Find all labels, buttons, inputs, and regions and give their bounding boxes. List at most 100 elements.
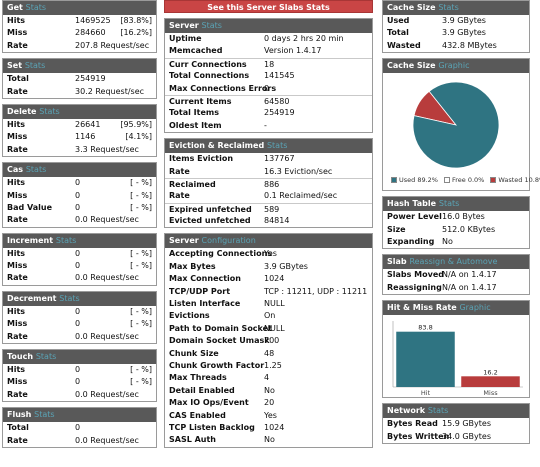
middle-column: See this Server Slabs Stats Server Stats… xyxy=(164,0,373,453)
stat-percent: [ - %] xyxy=(130,248,152,258)
stat-value: 0 xyxy=(75,202,81,212)
stat-value: 141545 xyxy=(264,71,295,81)
stat-row-chunk-growth-factor: Chunk Growth Factor 1.25 xyxy=(165,360,372,372)
pie-legend: Used 89.2% Free 0.0% Wasted 10.8% xyxy=(391,176,540,184)
network-stats-panel: Network Stats Bytes Read 15.9 GBytes Bytes … xyxy=(382,403,530,444)
stat-value: 886 xyxy=(264,179,280,189)
stat-row-total: Total 0 xyxy=(3,422,156,434)
stat-label: Reassigning xyxy=(387,282,442,292)
stat-value: 16.3 Eviction/sec xyxy=(264,166,333,176)
stat-label: TCP Listen Backlog xyxy=(169,422,255,432)
stat-label: Path to Domain Socket xyxy=(169,323,272,333)
panel-title: Slab xyxy=(387,257,407,267)
panel-subtitle: Stats xyxy=(55,235,77,245)
stat-label: Rate xyxy=(7,331,28,341)
stat-label: Accepting Connections xyxy=(169,249,273,259)
stat-row-cas-enabled: CAS Enabled Yes xyxy=(165,410,372,422)
slabs-stats-button[interactable]: See this Server Slabs Stats xyxy=(164,0,373,13)
stat-value: 3.9 GBytes xyxy=(264,261,308,271)
panel-header: Network Stats xyxy=(383,404,529,419)
bar-category-label: Hit xyxy=(421,389,431,397)
stat-value: 4 xyxy=(264,373,270,383)
stat-value: 0 xyxy=(75,178,81,188)
stat-row-chunk-size: Chunk Size 48 xyxy=(165,348,372,360)
stat-value: 0.0 Request/sec xyxy=(75,215,139,225)
hash-table-stats-panel: Hash Table Stats Power Level 16.0 Bytes Siz… xyxy=(382,196,530,250)
stat-label: Rate xyxy=(7,435,28,445)
legend-label: Wasted 10.8% xyxy=(498,176,540,185)
stat-value: 0 xyxy=(75,423,81,433)
stat-label: Domain Socket Umask xyxy=(169,336,270,346)
bar-value-label: 83.8 xyxy=(418,324,432,332)
panel-title: Get xyxy=(7,3,23,12)
stat-label: Max Threads xyxy=(169,373,227,383)
stat-value: NULL xyxy=(264,299,285,309)
stat-label: Total xyxy=(7,74,29,84)
stat-value: Version 1.4.17 xyxy=(264,46,322,56)
stat-value: 3.9 GBytes xyxy=(442,28,486,38)
stat-row-items-eviction: Items Eviction 137767 xyxy=(165,153,372,165)
stat-label: Total Connections xyxy=(169,71,250,81)
bar-hit xyxy=(396,331,455,388)
stat-row-rate: Rate 30.2 Request/sec xyxy=(3,86,156,98)
stat-value: 207.8 Request/sec xyxy=(75,40,150,50)
stat-label: Rate xyxy=(7,40,28,50)
stat-row-current-items: Current Items 64580 xyxy=(165,94,372,107)
stat-value: 0 xyxy=(75,261,81,271)
stat-label: Miss xyxy=(7,28,28,38)
stat-label: Wasted xyxy=(387,40,421,50)
panel-header: Get Stats xyxy=(3,1,156,15)
panel-title: Server xyxy=(169,236,199,246)
stat-percent: [4.1%] xyxy=(125,132,152,142)
panel-header: Server Stats xyxy=(165,19,372,33)
bar-miss xyxy=(461,376,520,388)
stat-label: Hits xyxy=(7,119,26,129)
stat-row-memcached: Memcached Version 1.4.17 xyxy=(165,45,372,57)
stat-row-hits: Hits 0 [ - %] xyxy=(3,306,156,318)
stat-row-tcp-udp-port: TCP/UDP Port TCP : 11211, UDP : 11211 xyxy=(165,286,372,298)
panel-header: Decrement Stats xyxy=(3,291,156,306)
panel-title: Touch xyxy=(7,352,34,362)
stat-label: Expired unfetched xyxy=(169,204,252,214)
panel-title: Increment xyxy=(7,235,54,245)
stat-label: Miss xyxy=(7,132,28,142)
stat-label: Curr Connections xyxy=(169,59,247,69)
cache-pie-chart: Used 89.2% Free 0.0% Wasted 10.8% xyxy=(383,73,540,191)
stat-value: 34.0 GBytes xyxy=(442,431,492,441)
stat-row-total-items: Total Items 254919 xyxy=(165,107,372,119)
stat-label: Bytes Read xyxy=(387,419,438,429)
stat-row-slabs-moved: Slabs Moved N/A on 1.4.17 xyxy=(383,269,529,281)
panel-header: Cache Size Stats xyxy=(383,1,529,15)
stat-row-reassigning: Reassigning N/A on 1.4.17 xyxy=(383,282,529,294)
bar-svg: 83.8 Hit 16.2 Miss xyxy=(392,321,523,397)
decrement-stats-panel: Decrement Stats Hits 0[ - %] Miss 0[ - %] Rat… xyxy=(2,290,157,345)
stat-value: 0 xyxy=(75,365,81,375)
stat-row-curr-connections: Curr Connections 18 xyxy=(165,57,372,70)
stat-row-oldest-item: Oldest Item - xyxy=(165,120,372,132)
stat-label: Total xyxy=(7,423,29,433)
hit-miss-bar-chart: 83.8 Hit 16.2 Miss xyxy=(383,315,529,398)
panel-header: Increment Stats xyxy=(3,233,156,248)
stat-label: Miss xyxy=(7,319,28,329)
stat-value: 1024 xyxy=(264,422,285,432)
stat-label: Evicted unfetched xyxy=(169,216,251,226)
stat-label: Max IO Ops/Event xyxy=(169,398,249,408)
stat-row-bytes-written: Bytes Written 34.0 GBytes xyxy=(383,431,529,443)
stat-label: CAS Enabled xyxy=(169,410,226,420)
bar-category-label: Miss xyxy=(483,389,498,397)
stat-label: Oldest Item xyxy=(169,120,222,130)
stat-row-uptime: Uptime 0 days 2 hrs 20 min xyxy=(165,33,372,45)
panel-header: Hit & Miss Rate Graphic xyxy=(383,301,529,316)
stat-row-miss: Miss 284660 [16.2%] xyxy=(3,27,156,39)
stat-label: SASL Auth xyxy=(169,435,217,445)
panel-subtitle: Stats xyxy=(25,165,47,175)
stat-row-used: Used 3.9 GBytes xyxy=(383,15,529,27)
stat-value: 1146 xyxy=(75,132,96,142)
stat-value: 15.9 GBytes xyxy=(442,419,492,429)
stat-label: Memcached xyxy=(169,46,223,56)
stat-value: 16.0 Bytes xyxy=(442,212,485,222)
stat-row-hits: Hits 1469525 [83.8%] xyxy=(3,15,156,27)
stat-row-miss: Miss 0 [ - %] xyxy=(3,260,156,272)
stat-percent: [16.2%] xyxy=(120,28,152,38)
stat-label: Rate xyxy=(7,86,28,96)
